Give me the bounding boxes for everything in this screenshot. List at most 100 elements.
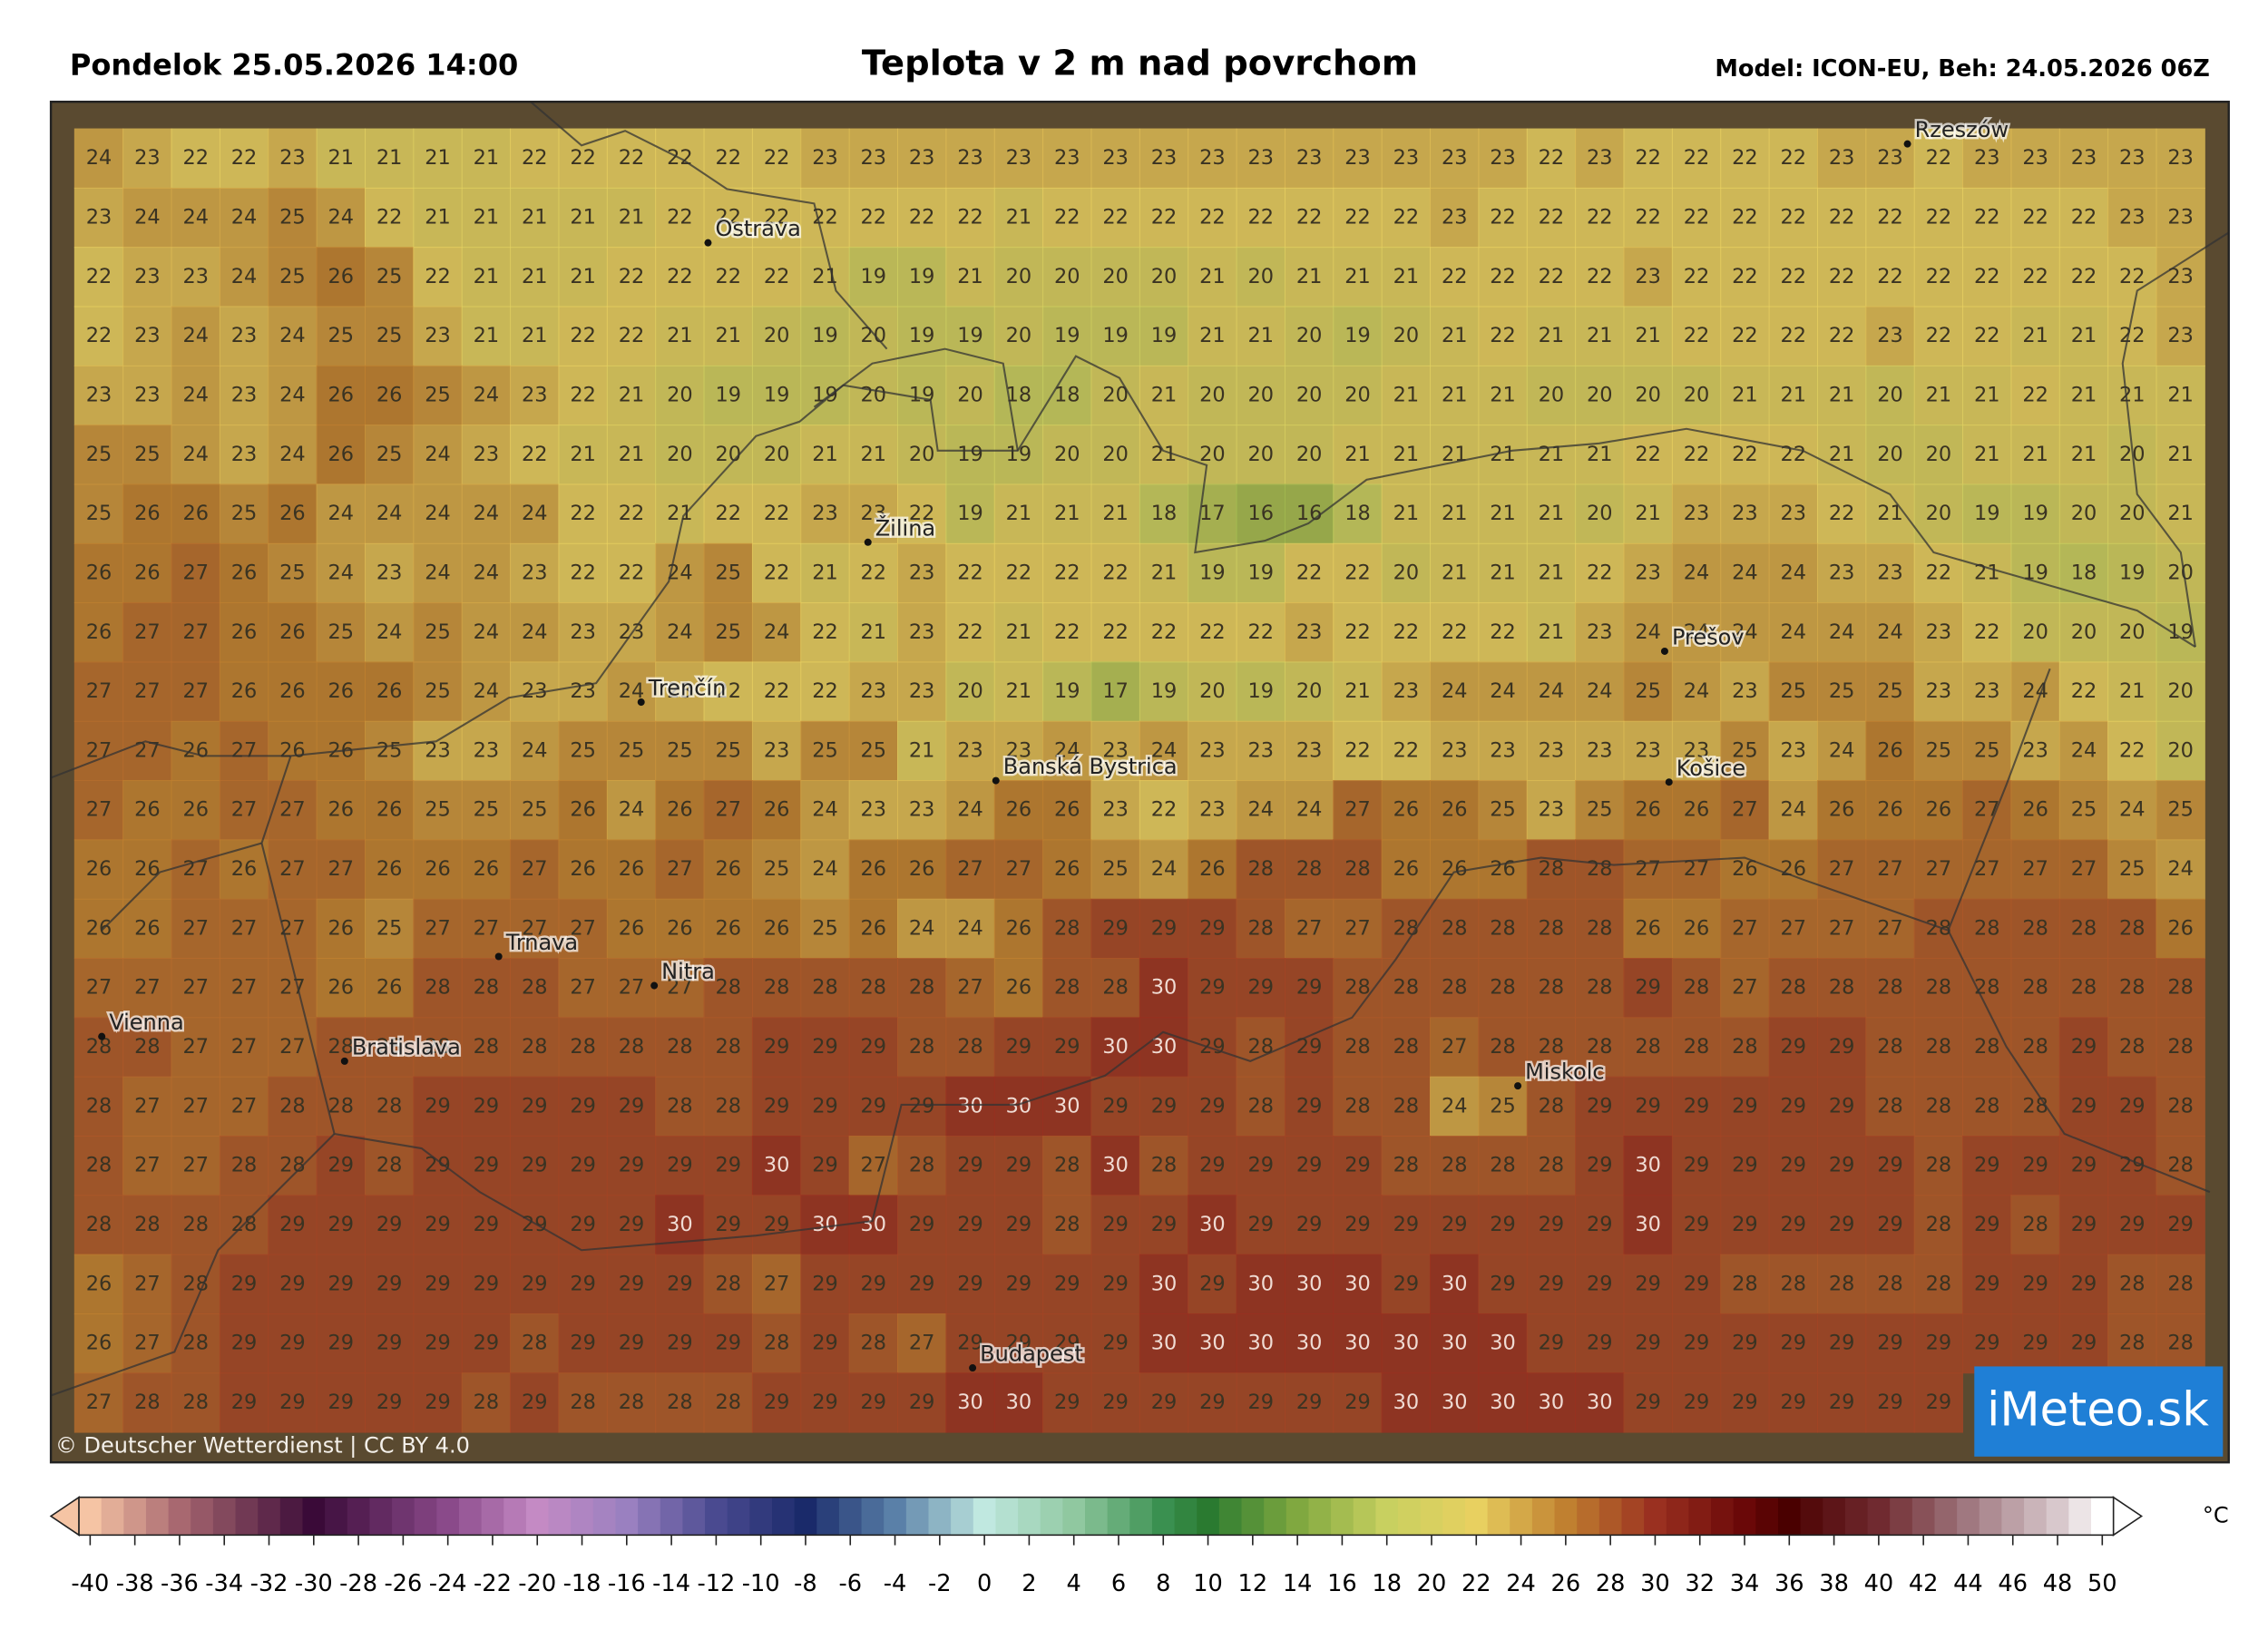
temperature-cell: [800, 1076, 850, 1137]
temperature-cell: [993, 365, 1044, 426]
temperature-value: 29: [2167, 1213, 2194, 1236]
temperature-value: 29: [1684, 1272, 1710, 1295]
temperature-cell: [122, 425, 172, 485]
temperature-value: 21: [570, 443, 596, 466]
temperature-cell: [73, 1313, 124, 1374]
temperature-cell: [800, 365, 850, 426]
temperature-cell: [1188, 898, 1237, 960]
temperature-value: 26: [1926, 798, 1952, 822]
temperature-cell: [1720, 1076, 1770, 1137]
temperature-cell: [171, 958, 220, 1019]
temperature-value: 26: [376, 976, 403, 1000]
temperature-cell: [510, 425, 560, 485]
temperature-value: 28: [2022, 1213, 2048, 1236]
temperature-cell: [1139, 1136, 1189, 1196]
temperature-cell: [413, 1372, 463, 1433]
temperature-value: 22: [1442, 265, 1468, 288]
temperature-cell: [1526, 247, 1577, 307]
temperature-cell: [1865, 1254, 1915, 1314]
temperature-cell: [1284, 661, 1334, 722]
temperature-cell: [703, 247, 753, 307]
temperature-cell: [1816, 128, 1867, 189]
colorbar-segment: [1554, 1497, 1578, 1536]
colorbar-segment: [615, 1497, 639, 1536]
temperature-value: 23: [279, 146, 306, 170]
temperature-value: 30: [957, 1094, 983, 1118]
temperature-cell: [1478, 542, 1528, 604]
temperature-value: 23: [1635, 265, 1661, 288]
temperature-cell: [2010, 1136, 2060, 1196]
colorbar-segment: [682, 1497, 706, 1536]
temperature-cell: [1284, 306, 1334, 366]
temperature-cell: [1720, 365, 1770, 426]
temperature-value: 23: [1684, 502, 1710, 525]
temperature-value: 29: [1587, 1332, 1613, 1355]
temperature-value: 20: [667, 443, 693, 466]
temperature-cell: [1526, 661, 1577, 722]
temperature-cell: [1188, 306, 1237, 366]
temperature-value: 23: [1102, 738, 1129, 762]
temperature-cell: [461, 1136, 512, 1196]
temperature-cell: [268, 1372, 318, 1433]
temperature-value: 21: [619, 383, 645, 406]
temperature-cell: [1090, 247, 1140, 307]
temperature-value: 30: [1102, 1154, 1129, 1177]
temperature-cell: [2107, 780, 2157, 841]
temperature-cell: [73, 661, 124, 722]
temperature-value: 22: [1732, 265, 1758, 288]
temperature-value: 28: [1684, 1035, 1710, 1059]
temperature-value: 21: [1539, 324, 1565, 347]
temperature-value: 29: [1635, 1272, 1661, 1295]
colorbar-segment: [1375, 1497, 1399, 1536]
temperature-cell: [2107, 247, 2157, 307]
temperature-cell: [365, 542, 415, 604]
temperature-cell: [1188, 780, 1237, 841]
temperature-cell: [1671, 1254, 1722, 1314]
temperature-value: 22: [715, 206, 741, 229]
temperature-cell: [1139, 1254, 1189, 1314]
temperature-cell: [606, 1254, 657, 1314]
temperature-cell: [848, 187, 898, 249]
temperature-value: 29: [2119, 1094, 2146, 1118]
colorbar-tick-label: -34: [205, 1570, 243, 1597]
temperature-cell: [800, 483, 850, 544]
temperature-cell: [268, 1313, 318, 1374]
temperature-value: 26: [1054, 857, 1080, 881]
temperature-cell: [1042, 247, 1092, 307]
temperature-cell: [1575, 839, 1625, 900]
temperature-value: 26: [1635, 916, 1661, 940]
temperature-value: 29: [1199, 976, 1226, 1000]
temperature-cell: [1430, 958, 1480, 1019]
temperature-value: 30: [1151, 976, 1178, 1000]
temperature-cell: [2156, 958, 2205, 1019]
temperature-cell: [1090, 306, 1140, 366]
temperature-cell: [1381, 661, 1432, 722]
temperature-cell: [316, 187, 366, 249]
temperature-value: 26: [1006, 798, 1032, 822]
temperature-cell: [1720, 1136, 1770, 1196]
temperature-cell: [606, 780, 657, 841]
temperature-value: 29: [1199, 1094, 1226, 1118]
temperature-cell: [122, 720, 172, 782]
temperature-value: 22: [1344, 620, 1371, 644]
temperature-cell: [655, 1136, 705, 1196]
temperature-cell: [171, 839, 220, 900]
temperature-value: 24: [1732, 620, 1758, 644]
temperature-cell: [2058, 1076, 2109, 1137]
colorbar-segment: [905, 1497, 930, 1536]
temperature-cell: [703, 425, 753, 485]
temperature-value: 27: [570, 916, 596, 940]
temperature-value: 21: [1393, 383, 1420, 406]
temperature-cell: [848, 1017, 898, 1078]
temperature-cell: [73, 720, 124, 782]
temperature-cell: [413, 365, 463, 426]
temperature-cell: [1478, 483, 1528, 544]
temperature-cell: [2156, 187, 2205, 249]
temperature-cell: [1333, 602, 1383, 663]
temperature-value: 21: [328, 146, 355, 170]
temperature-value: 21: [1635, 324, 1661, 347]
temperature-cell: [1526, 542, 1577, 604]
temperature-value: 27: [231, 976, 258, 1000]
temperature-value: 24: [1490, 679, 1516, 703]
temperature-cell: [365, 958, 415, 1019]
